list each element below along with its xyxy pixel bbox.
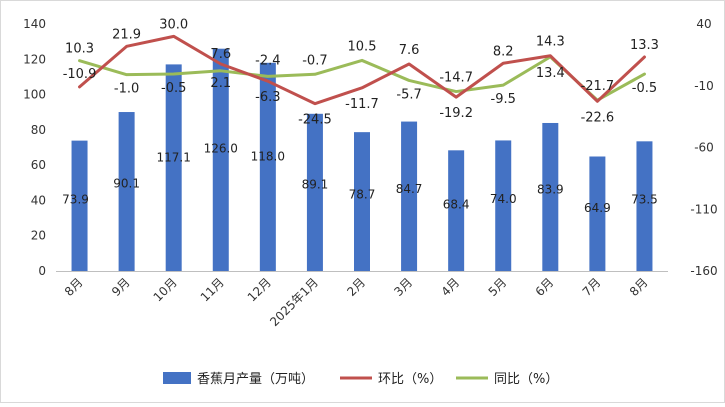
- bar-value-label: 64.9: [584, 201, 611, 215]
- category-label: 10月: [151, 275, 180, 304]
- yoy-value-label: -9.5: [491, 92, 516, 107]
- bar-value-label: 117.1: [157, 150, 191, 164]
- category-label: 3月: [391, 275, 415, 299]
- bar-value-label: 83.9: [537, 183, 564, 197]
- bar: [589, 156, 606, 271]
- bar: [71, 140, 88, 271]
- right-tick-label: -110: [690, 202, 717, 216]
- category-label: 11月: [198, 275, 227, 304]
- yoy-value-label: -0.7: [302, 53, 327, 68]
- category-label: 6月: [533, 275, 557, 299]
- left-tick-label: 100: [23, 88, 46, 102]
- left-tick-label: 0: [38, 264, 46, 278]
- yoy-value-label: -0.5: [161, 81, 186, 96]
- category-label: 9月: [109, 275, 133, 299]
- mom-value-label: 14.3: [536, 35, 565, 50]
- bar: [495, 140, 512, 271]
- bar-value-label: 73.5: [631, 193, 658, 207]
- legend-mom-label: 环比（%）: [378, 372, 442, 387]
- bar: [354, 132, 370, 271]
- bar: [259, 62, 276, 271]
- left-tick-label: 20: [31, 229, 46, 243]
- bar: [212, 48, 229, 272]
- yoy-value-label: 13.4: [536, 66, 565, 81]
- bar-value-label: 118.0: [251, 149, 285, 163]
- yoy-value-label: 2.1: [210, 76, 231, 91]
- bar-value-label: 74.0: [490, 192, 517, 206]
- mom-value-label: 7.6: [399, 43, 420, 58]
- bar: [165, 64, 182, 271]
- yoy-value-label: 10.3: [65, 42, 94, 57]
- left-tick-label: 140: [23, 17, 46, 31]
- left-tick-label: 40: [31, 193, 46, 207]
- mom-value-label: -11.7: [345, 97, 379, 112]
- bar: [118, 112, 135, 271]
- category-label: 8月: [627, 275, 651, 299]
- bar-value-label: 84.7: [396, 182, 423, 196]
- yoy-value-label: -14.7: [439, 71, 473, 86]
- category-label: 8月: [62, 275, 86, 299]
- mom-value-label: -6.3: [255, 90, 280, 105]
- mom-value-label: -24.5: [298, 113, 332, 128]
- left-tick-label: 60: [31, 158, 46, 172]
- legend-bar-swatch: [163, 372, 191, 384]
- bar-value-label: 126.0: [204, 142, 238, 156]
- bar: [448, 150, 465, 271]
- yoy-value-label: -2.4: [255, 53, 280, 68]
- bar-value-label: 78.7: [349, 188, 376, 202]
- mom-value-label: -22.6: [581, 110, 615, 125]
- category-label: 4月: [438, 275, 462, 299]
- left-tick-label: 80: [31, 123, 46, 137]
- yoy-value-label: -21.7: [581, 79, 615, 94]
- mom-value-label: -10.9: [63, 67, 97, 82]
- yoy-value-label: -0.5: [632, 81, 657, 96]
- category-label: 7月: [580, 275, 604, 299]
- category-label: 2025年1月: [267, 275, 321, 329]
- bar-value-label: 73.9: [62, 192, 89, 206]
- yoy-value-label: -1.0: [114, 82, 139, 97]
- mom-value-label: 7.6: [210, 47, 231, 62]
- bar-value-label: 90.1: [113, 177, 140, 191]
- right-tick-label: -10: [694, 79, 714, 93]
- mom-value-label: 13.3: [630, 38, 659, 53]
- yoy-value-label: -5.7: [396, 87, 421, 102]
- mom-line: [78, 34, 646, 106]
- category-label: 12月: [245, 275, 274, 304]
- bar-value-label: 89.1: [302, 178, 329, 192]
- right-tick-label: -160: [690, 264, 717, 278]
- mom-value-label: 30.0: [159, 17, 188, 32]
- right-tick-label: 40: [696, 17, 711, 31]
- bar-value-label: 68.4: [443, 198, 470, 212]
- bar: [636, 141, 653, 271]
- bar: [401, 121, 418, 271]
- mom-value-label: -19.2: [439, 106, 473, 121]
- right-tick-label: -60: [694, 141, 714, 155]
- bar: [306, 113, 323, 271]
- category-label: 2月: [344, 275, 368, 299]
- category-label: 5月: [486, 275, 510, 299]
- mom-value-label: 21.9: [112, 27, 141, 42]
- bar: [542, 122, 559, 271]
- mom-value-label: 8.2: [493, 44, 514, 59]
- legend-yoy-label: 同比（%）: [494, 372, 558, 387]
- yoy-value-label: 10.5: [348, 39, 377, 54]
- legend-bar-label: 香蕉月产量（万吨）: [197, 372, 314, 387]
- left-tick-label: 120: [23, 52, 46, 66]
